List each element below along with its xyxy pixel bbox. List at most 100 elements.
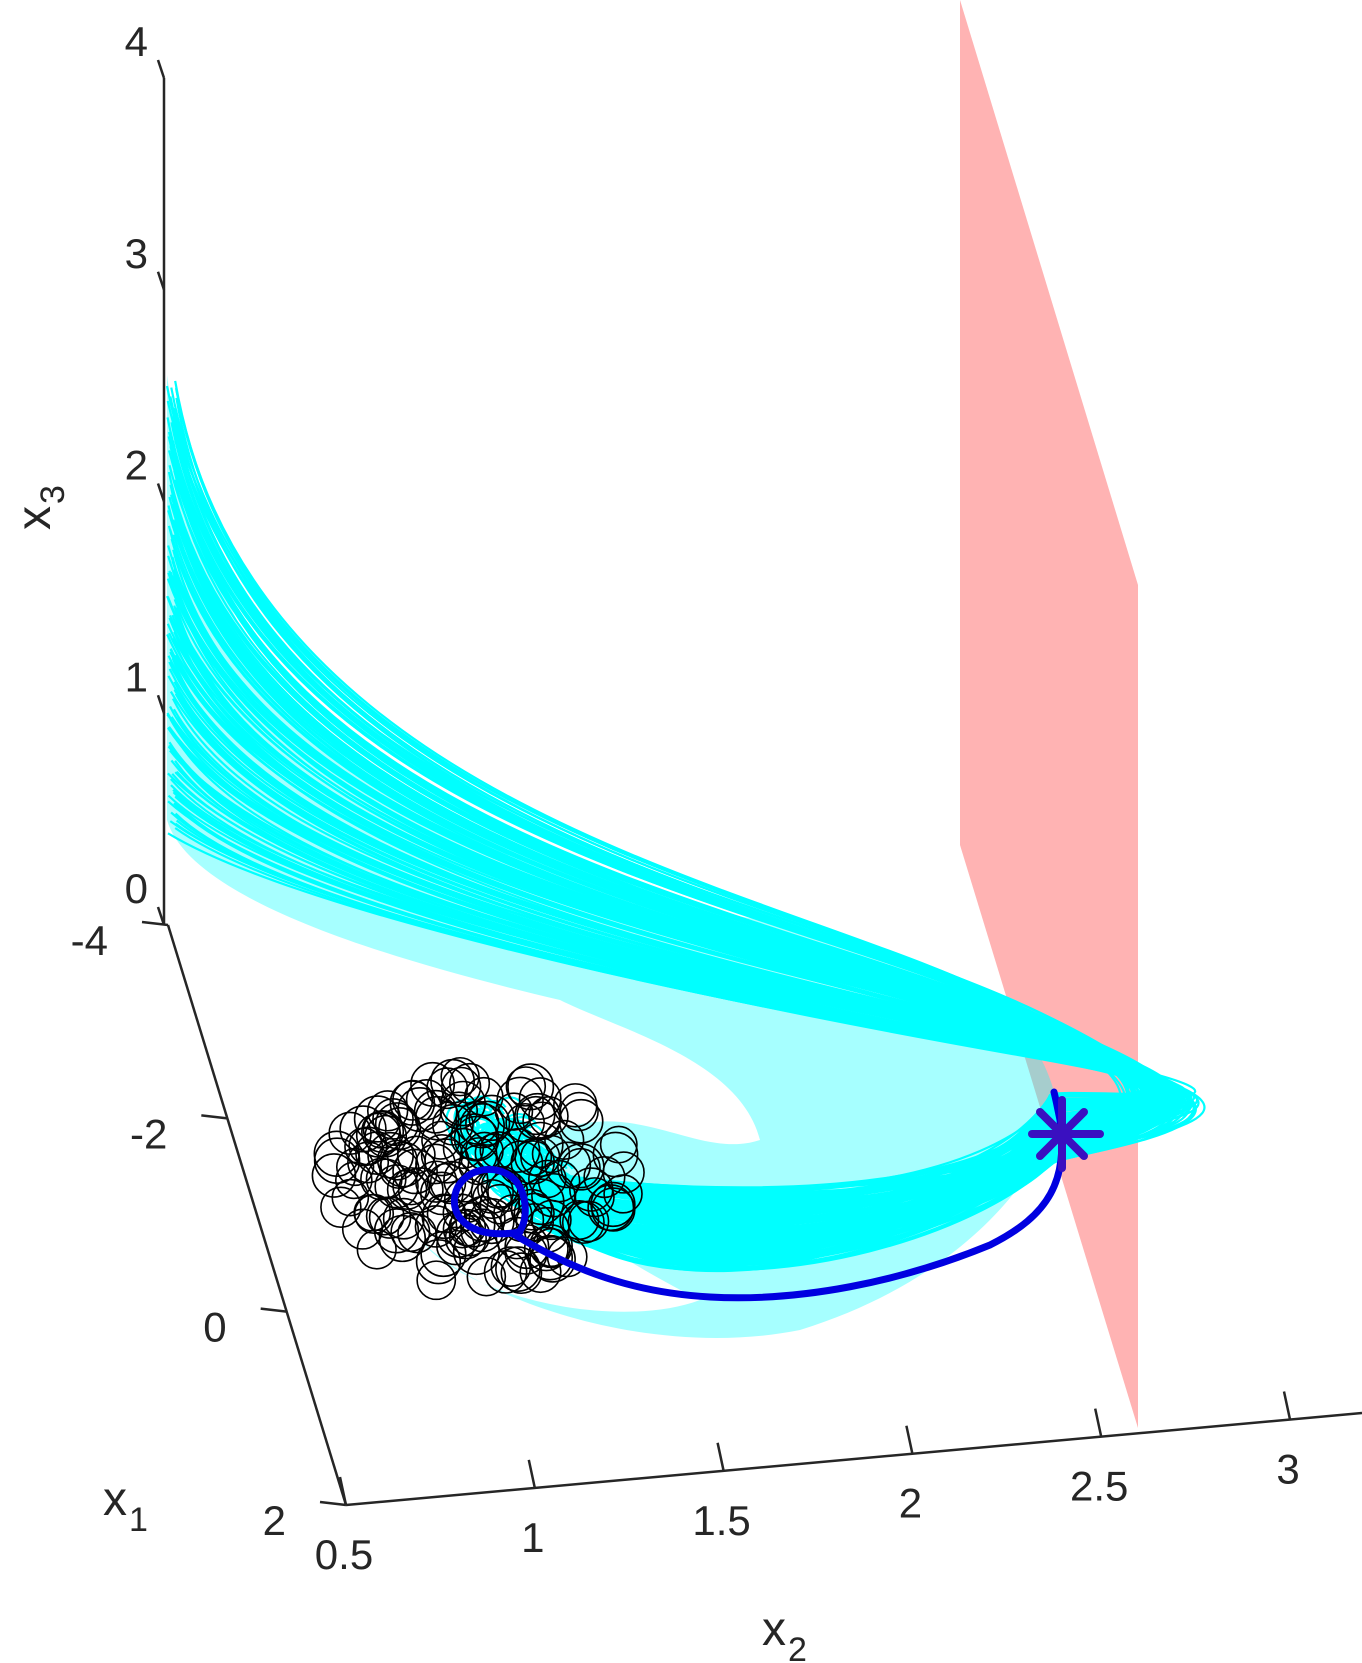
x1-tick (260, 1307, 287, 1313)
initial-point-marker (557, 1143, 605, 1191)
initial-point-marker (367, 1131, 414, 1179)
bundle-trajectory (168, 727, 1189, 1255)
initial-point-marker (436, 1226, 475, 1266)
terminal-point-star (1028, 1096, 1104, 1172)
initial-point-marker (520, 1136, 561, 1178)
initial-point-marker (392, 1167, 431, 1206)
x3-tick-label: 0 (125, 865, 148, 912)
x2-tick-label: 3 (1276, 1446, 1299, 1493)
initial-point-marker (355, 1112, 402, 1158)
initial-point-marker (517, 1121, 564, 1169)
x2-tick (527, 1459, 537, 1489)
x2-tick (1093, 1408, 1103, 1437)
x2-axis-title: x2 (762, 1603, 807, 1663)
x2-tick (1282, 1391, 1292, 1420)
initial-point-marker (382, 1197, 425, 1240)
x2-axis-line (345, 1411, 1362, 1507)
switching-plane (960, 0, 1138, 1428)
initial-point-marker (544, 1141, 592, 1189)
initial-point-marker (415, 1143, 456, 1185)
initial-point-marker (591, 1187, 636, 1232)
x3-tick (156, 483, 166, 502)
x2-tick-label: 2 (899, 1480, 922, 1527)
initial-point-marker (505, 1066, 547, 1107)
initial-point-marker (494, 1092, 534, 1131)
initial-point-marker (356, 1229, 397, 1270)
x2-tick-label: 2.5 (1070, 1463, 1128, 1510)
bundle-trajectory (174, 827, 1190, 1273)
initial-point-marker (366, 1090, 409, 1132)
initial-point-marker (341, 1208, 384, 1250)
initial-point-marker (419, 1171, 464, 1216)
initial-point-marker (505, 1102, 545, 1143)
x1-tick-label: -4 (71, 917, 108, 964)
initial-point-marker (528, 1159, 567, 1199)
initial-point-marker (449, 1202, 496, 1248)
initial-point-marker (516, 1095, 556, 1136)
bundle-fill (167, 375, 1058, 1338)
initial-point-marker (410, 1061, 456, 1107)
initial-point-marker (335, 1147, 375, 1187)
x2-tick (338, 1476, 348, 1506)
x2-tick (905, 1425, 914, 1454)
initial-point-marker (443, 1157, 489, 1203)
initial-point-marker (483, 1250, 528, 1294)
x1-tick (141, 920, 169, 927)
initial-point-marker (373, 1208, 420, 1254)
initial-point-marker (313, 1137, 361, 1184)
initial-point-marker (339, 1105, 387, 1153)
initial-point-marker (559, 1091, 599, 1132)
x1-tick (201, 1114, 228, 1120)
x1-tick-label: 0 (203, 1304, 226, 1351)
x3-tick (156, 906, 166, 926)
x3-tick-label: 3 (125, 230, 148, 277)
initial-point-marker (448, 1062, 491, 1104)
bundle-trajectory (167, 727, 1184, 1253)
initial-point-marker (389, 1080, 436, 1126)
x3-tick-label: 4 (125, 18, 148, 65)
initial-point-marker (583, 1156, 626, 1199)
x1-axis-title: x1 (103, 1473, 148, 1539)
initial-point-markers (311, 1056, 645, 1301)
x3-tick (156, 271, 166, 291)
nominal-trajectory-line (450, 1088, 1066, 1302)
initial-point-marker (465, 1100, 511, 1146)
initial-point-marker (421, 1193, 468, 1240)
initial-point-marker (320, 1186, 362, 1229)
x1-tick-label: -2 (130, 1110, 167, 1157)
initial-point-marker (495, 1127, 541, 1173)
x3-tick-label: 2 (125, 442, 148, 489)
initial-point-marker (523, 1226, 569, 1272)
initial-point-marker (416, 1260, 457, 1301)
x3-tick (156, 59, 166, 79)
initial-point-marker (392, 1148, 438, 1195)
initial-point-marker (496, 1076, 544, 1125)
x3-axis-title: x3 (8, 485, 72, 530)
initial-point-marker (500, 1252, 543, 1295)
initial-point-marker (365, 1158, 407, 1200)
x2-tick-label: 1.5 (692, 1497, 750, 1544)
initial-point-marker (361, 1109, 405, 1154)
initial-point-marker (528, 1095, 569, 1137)
x1-tick (319, 1500, 347, 1507)
initial-point-marker (468, 1197, 515, 1245)
x3-tick (156, 694, 166, 714)
initial-point-marker (466, 1256, 507, 1297)
initial-point-marker (413, 1089, 458, 1134)
x2-tick-label: 0.5 (315, 1531, 373, 1578)
initial-point-marker (574, 1177, 615, 1218)
initial-point-marker (426, 1194, 466, 1234)
initial-point-marker (424, 1138, 470, 1184)
initial-point-marker (355, 1131, 399, 1175)
initial-point-marker (421, 1120, 461, 1160)
x1-axis-line (166, 924, 348, 1506)
x2-tick-label: 1 (521, 1514, 544, 1561)
initial-point-marker (353, 1095, 402, 1143)
x2-tick (716, 1442, 725, 1472)
initial-point-marker (311, 1153, 357, 1198)
initial-point-marker (378, 1107, 422, 1151)
initial-point-marker (518, 1077, 562, 1121)
x3-tick-label: 1 (125, 653, 148, 700)
initial-point-marker (414, 1205, 458, 1248)
